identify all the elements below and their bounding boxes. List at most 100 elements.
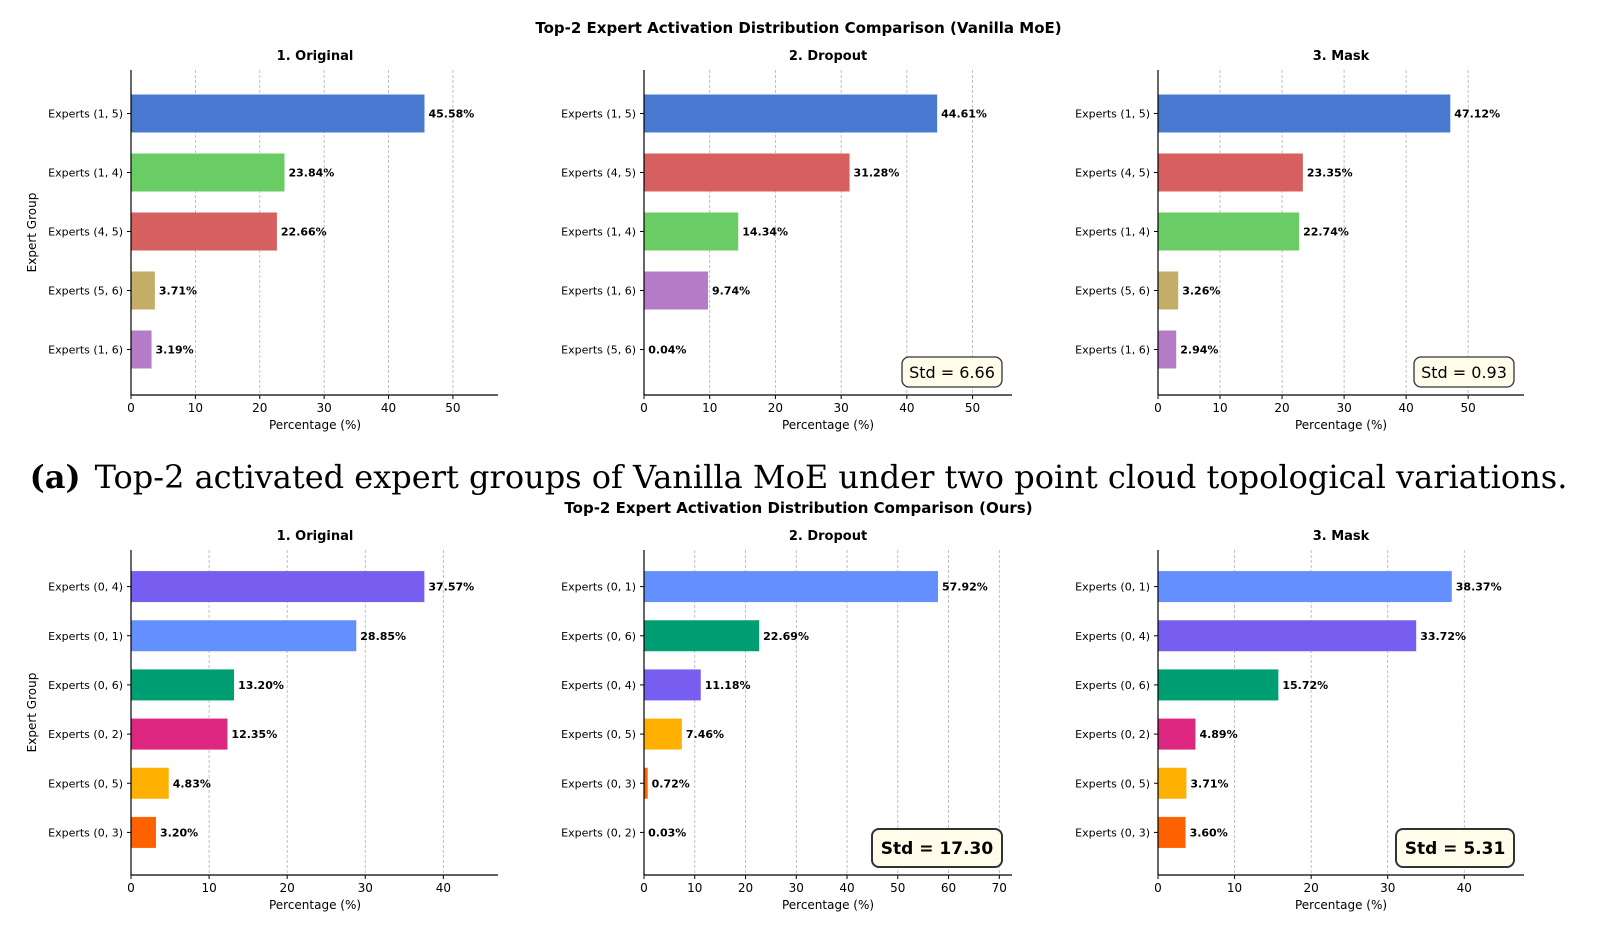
value-label: 22.66% (281, 226, 327, 239)
x-axis-label: Percentage (%) (782, 898, 874, 912)
value-label: 45.58% (428, 108, 474, 121)
category-label: Experts (0, 4) (48, 581, 123, 594)
bar (1158, 571, 1452, 603)
value-label: 11.18% (705, 679, 751, 692)
category-label: Experts (5, 6) (1075, 285, 1150, 298)
value-label: 0.72% (652, 777, 690, 790)
x-tick-label: 50 (965, 401, 980, 415)
value-label: 3.20% (160, 826, 198, 839)
x-tick-label: 40 (839, 881, 854, 895)
value-label: 38.37% (1456, 581, 1502, 594)
value-label: 23.35% (1307, 167, 1353, 180)
bar (131, 212, 277, 251)
category-label: Experts (1, 4) (48, 167, 123, 180)
y-axis-label: Expert Group (25, 193, 39, 273)
x-tick-label: 40 (1398, 401, 1413, 415)
category-label: Experts (0, 4) (561, 679, 636, 692)
caption-label: (a) (29, 458, 81, 496)
value-label: 4.83% (173, 777, 211, 790)
value-label: 2.94% (1180, 344, 1218, 357)
x-tick-label: 20 (738, 881, 753, 895)
x-tick-label: 0 (1154, 881, 1162, 895)
bar (644, 94, 938, 133)
row-1-title: Top-2 Expert Activation Distribution Com… (535, 19, 1062, 37)
bar (1158, 669, 1279, 701)
bar (1158, 767, 1187, 799)
category-label: Experts (1, 4) (561, 226, 636, 239)
std-annotation-text: Std = 0.93 (1421, 363, 1507, 382)
value-label: 22.69% (763, 630, 809, 643)
value-label: 3.26% (1182, 285, 1220, 298)
bar (131, 153, 285, 192)
x-tick-label: 40 (436, 881, 451, 895)
category-label: Experts (0, 5) (561, 728, 636, 741)
y-axis-label: Expert Group (25, 673, 39, 753)
x-tick-label: 10 (1212, 401, 1227, 415)
caption-text: Top-2 activated expert groups of Vanilla… (94, 458, 1568, 496)
x-tick-label: 50 (445, 401, 460, 415)
x-axis-label: Percentage (%) (1295, 898, 1387, 912)
bar (1158, 620, 1417, 652)
value-label: 12.35% (231, 728, 277, 741)
x-tick-label: 20 (768, 401, 783, 415)
bar (1158, 94, 1451, 133)
category-label: Experts (4, 5) (1075, 167, 1150, 180)
value-label: 3.60% (1190, 826, 1228, 839)
std-annotation-box (901, 356, 1003, 388)
value-label: 33.72% (1420, 630, 1466, 643)
x-tick-label: 10 (188, 401, 203, 415)
bar (1158, 212, 1300, 251)
value-label: 3.71% (159, 285, 197, 298)
category-label: Experts (1, 4) (1075, 226, 1150, 239)
x-tick-label: 30 (317, 401, 332, 415)
subplot-title: 2. Dropout (789, 529, 867, 544)
std-annotation-box (1395, 828, 1515, 868)
x-tick-label: 40 (1457, 881, 1472, 895)
bar (131, 718, 228, 750)
x-tick-label: 70 (992, 881, 1007, 895)
value-label: 44.61% (941, 108, 987, 121)
category-label: Experts (0, 1) (561, 581, 636, 594)
value-label: 57.92% (942, 581, 988, 594)
subplot-title: 3. Mask (1313, 529, 1370, 544)
subplot-title: 3. Mask (1313, 49, 1370, 64)
value-label: 22.74% (1303, 226, 1349, 239)
x-tick-label: 30 (358, 881, 373, 895)
x-tick-label: 30 (1380, 881, 1395, 895)
value-label: 0.03% (648, 826, 686, 839)
value-label: 31.28% (854, 167, 900, 180)
value-label: 47.12% (1454, 108, 1500, 121)
std-annotation-text: Std = 17.30 (881, 839, 994, 859)
category-label: Experts (5, 6) (561, 344, 636, 357)
std-annotation-text: Std = 5.31 (1405, 839, 1506, 859)
category-label: Experts (1, 6) (561, 285, 636, 298)
category-label: Experts (5, 6) (48, 285, 123, 298)
std-annotation-text: Std = 6.66 (909, 363, 995, 382)
bar (644, 718, 682, 750)
x-tick-label: 20 (1274, 401, 1289, 415)
value-label: 37.57% (428, 581, 474, 594)
value-label: 15.72% (1282, 679, 1328, 692)
x-tick-label: 30 (834, 401, 849, 415)
bar (644, 571, 938, 603)
bar (1158, 718, 1196, 750)
category-label: Experts (0, 1) (1075, 581, 1150, 594)
bar (131, 816, 156, 848)
category-label: Experts (1, 5) (48, 108, 123, 121)
category-label: Experts (0, 5) (48, 777, 123, 790)
x-tick-label: 10 (687, 881, 702, 895)
x-tick-label: 50 (1461, 401, 1476, 415)
bar (1158, 153, 1303, 192)
category-label: Experts (0, 3) (1075, 826, 1150, 839)
value-label: 3.71% (1190, 777, 1228, 790)
x-tick-label: 0 (640, 881, 648, 895)
bar (131, 94, 425, 133)
bar (131, 669, 235, 701)
bar (644, 620, 760, 652)
x-tick-label: 30 (789, 881, 804, 895)
value-label: 28.85% (360, 630, 406, 643)
value-label: 9.74% (712, 285, 750, 298)
value-label: 13.20% (238, 679, 284, 692)
bar (131, 620, 357, 652)
